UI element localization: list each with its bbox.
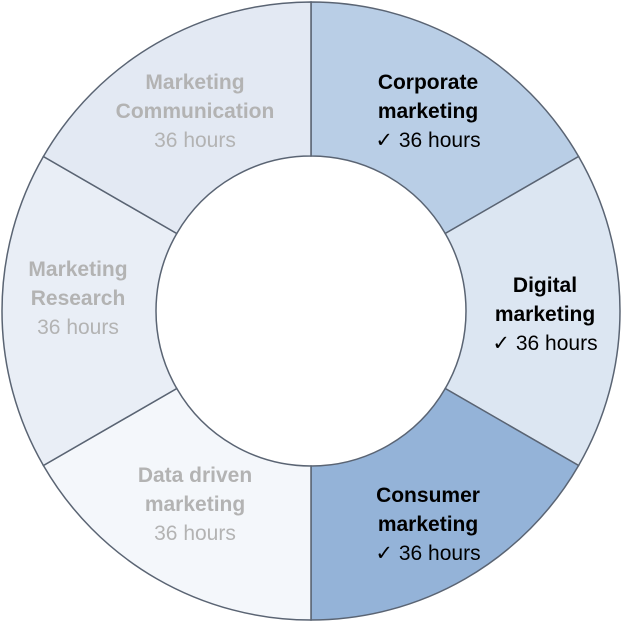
segment-title-line: Research [31,287,126,310]
segment-label-research: Marketing Research 36 hours [28,258,127,339]
segment-title-line: Marketing [28,258,127,281]
segment-hours: 36 hours [154,129,236,152]
segment-title-line: Digital [513,274,577,297]
segment-hours: ✓ 36 hours [375,542,480,565]
segment-label-communication: Marketing Communication 36 hours [116,71,275,152]
segment-corporate [310,1,580,235]
segment-label-consumer: Consumer marketing ✓ 36 hours [375,484,480,565]
segment-title-line: Data driven [138,464,252,487]
segment-digital [444,155,621,467]
segment-title-line: Marketing [145,71,244,94]
segment-title-line: Communication [116,100,275,123]
segment-label-data-driven: Data driven marketing 36 hours [138,464,252,545]
segment-consumer [310,387,580,621]
segment-hours: 36 hours [154,522,236,545]
segment-communication [42,1,312,235]
segment-title-line: marketing [495,303,595,326]
segment-title-line: marketing [378,513,478,536]
segment-hours: ✓ 36 hours [492,332,597,355]
segment-title-line: Consumer [376,484,480,507]
segment-title-line: marketing [378,100,478,123]
segment-label-corporate: Corporate marketing ✓ 36 hours [375,71,480,152]
segment-hours: 36 hours [37,316,119,339]
segment-data-driven [42,387,312,621]
segment-label-digital: Digital marketing ✓ 36 hours [492,274,597,355]
segment-research [1,155,178,467]
segment-title-line: Corporate [378,71,478,94]
segment-title-line: marketing [145,493,245,516]
segment-hours: ✓ 36 hours [375,129,480,152]
